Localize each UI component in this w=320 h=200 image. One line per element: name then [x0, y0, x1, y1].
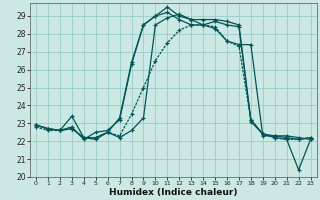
X-axis label: Humidex (Indice chaleur): Humidex (Indice chaleur) [109, 188, 237, 197]
